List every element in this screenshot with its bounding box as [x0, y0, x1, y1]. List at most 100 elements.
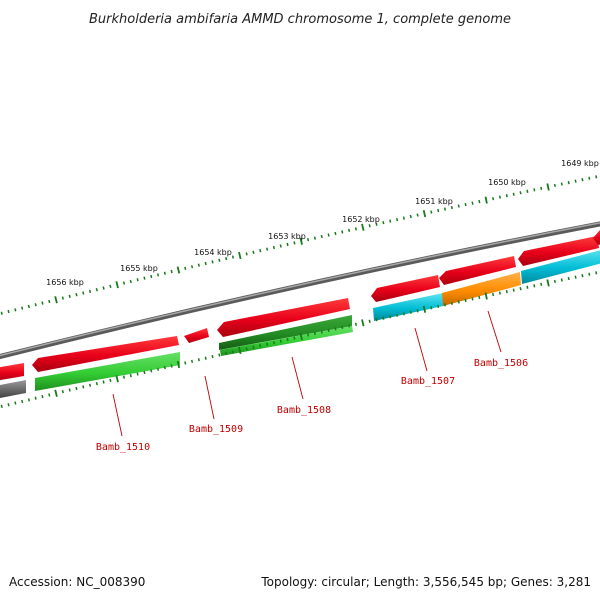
- outer-minor-tick: [471, 201, 474, 205]
- outer-minor-tick: [102, 286, 105, 290]
- inner-minor-tick: [7, 403, 10, 407]
- inner-minor-tick: [34, 396, 37, 400]
- outer-minor-tick: [122, 281, 126, 285]
- tick-label-1654: 1654 kbp: [194, 248, 232, 257]
- gene-label-bamb-1510[interactable]: Bamb_1510: [96, 442, 150, 453]
- inner-minor-tick: [197, 358, 200, 362]
- inner-minor-tick: [109, 378, 112, 383]
- inner-minor-tick: [102, 380, 105, 384]
- inner-major-tick: [115, 375, 119, 383]
- inner-minor-tick: [430, 306, 433, 310]
- backbone: [0, 221, 600, 360]
- gene-feature-left-edge[interactable]: [0, 363, 24, 381]
- gene-feature-bamb-1509[interactable]: [184, 328, 209, 343]
- inner-minor-tick: [519, 287, 522, 291]
- feature-orange-bamb-1506[interactable]: [442, 272, 521, 306]
- inner-minor-tick: [498, 291, 501, 295]
- inner-major-tick: [546, 279, 550, 287]
- gene-label-bamb-1509[interactable]: Bamb_1509: [189, 424, 243, 435]
- outer-minor-tick: [574, 179, 577, 183]
- tick-label-group: 1649 kbp 1650 kbp 1651 kbp 1652 kbp 1653…: [46, 159, 599, 287]
- inner-minor-tick: [560, 278, 563, 282]
- outer-minor-tick: [190, 265, 194, 269]
- outer-minor-tick: [498, 195, 502, 199]
- outer-minor-tick: [492, 197, 495, 201]
- tick-label-1651: 1651 kbp: [415, 197, 453, 206]
- outer-minor-tick: [416, 213, 419, 217]
- inner-minor-tick: [354, 322, 358, 326]
- feature-darkgreen-bamb-1508[interactable]: [219, 315, 352, 350]
- inner-minor-tick: [95, 382, 98, 386]
- inner-minor-tick: [416, 309, 419, 313]
- inner-minor-tick: [588, 272, 591, 276]
- outer-minor-tick: [341, 230, 344, 234]
- feature-gray-left[interactable]: [0, 380, 26, 399]
- feature-cyan-bamb-1507[interactable]: [373, 293, 443, 321]
- inner-minor-tick: [41, 394, 44, 399]
- outer-minor-tick: [75, 293, 78, 297]
- outer-minor-tick: [464, 202, 467, 207]
- outer-minor-tick: [129, 279, 132, 284]
- inner-minor-tick: [27, 398, 31, 402]
- outer-minor-tick: [197, 263, 200, 267]
- outer-minor-tick: [505, 194, 508, 198]
- feature-cyan-right[interactable]: [521, 249, 600, 284]
- outer-minor-tick: [163, 271, 166, 275]
- tick-label-1653: 1653 kbp: [268, 232, 306, 241]
- inner-minor-tick: [218, 353, 221, 357]
- outer-minor-tick: [34, 303, 37, 307]
- outer-minor-tick: [588, 176, 591, 180]
- gene-feature-bamb-1510[interactable]: [32, 336, 179, 372]
- tick-label-1652: 1652 kbp: [342, 215, 380, 224]
- callout-line-bamb-1509: [204, 375, 215, 420]
- inner-minor-tick: [368, 319, 371, 323]
- inner-minor-tick: [75, 386, 78, 391]
- outer-minor-tick: [293, 241, 296, 245]
- tick-label-1655: 1655 kbp: [120, 264, 158, 273]
- outer-minor-tick: [211, 260, 214, 264]
- inner-minor-tick: [334, 327, 337, 331]
- inner-minor-tick: [512, 288, 515, 292]
- inner-major-tick: [176, 360, 181, 369]
- outer-minor-tick: [21, 306, 24, 310]
- gene-feature-bamb-1508[interactable]: [217, 298, 350, 337]
- gene-label-bamb-1506[interactable]: Bamb_1506: [474, 358, 528, 369]
- inner-minor-tick: [286, 337, 289, 342]
- outer-minor-tick: [368, 224, 371, 228]
- outer-minor-tick: [48, 299, 51, 304]
- inner-minor-tick: [533, 284, 536, 288]
- inner-minor-tick: [327, 328, 330, 333]
- inner-major-tick: [54, 389, 58, 397]
- gene-label-bamb-1508[interactable]: Bamb_1508: [277, 405, 331, 416]
- outer-minor-tick: [430, 210, 433, 214]
- inner-minor-tick: [143, 370, 146, 375]
- inner-minor-tick: [136, 372, 139, 376]
- tick-label-1650: 1650 kbp: [488, 178, 526, 187]
- inner-minor-tick: [348, 324, 351, 328]
- inner-major-tick: [299, 332, 303, 341]
- outer-minor-tick: [95, 288, 98, 292]
- inner-minor-tick: [581, 274, 584, 278]
- gene-feature-next-right[interactable]: [518, 236, 599, 266]
- inner-minor-tick: [402, 312, 405, 316]
- feature-green-bamb-1510[interactable]: [35, 352, 180, 391]
- inner-minor-tick: [14, 401, 17, 405]
- gene-label-bamb-1507[interactable]: Bamb_1507: [401, 376, 455, 387]
- outer-minor-tick: [389, 219, 392, 223]
- accession-text: Accession: NC_008390: [9, 575, 145, 589]
- gene-feature-edge-right[interactable]: [593, 228, 600, 245]
- inner-minor-tick: [395, 313, 399, 317]
- inner-minor-tick: [259, 344, 262, 348]
- inner-minor-tick: [464, 298, 467, 303]
- gene-feature-bamb-1506[interactable]: [439, 256, 516, 285]
- outer-minor-tick: [150, 274, 153, 279]
- outer-major-tick: [422, 210, 427, 218]
- outer-minor-tick: [327, 233, 330, 237]
- inner-minor-tick: [409, 310, 412, 314]
- gene-feature-bamb-1507[interactable]: [371, 275, 440, 302]
- inner-minor-tick: [122, 375, 126, 379]
- outer-minor-tick: [320, 234, 323, 239]
- inner-minor-tick: [88, 383, 92, 387]
- outer-minor-tick: [259, 249, 262, 253]
